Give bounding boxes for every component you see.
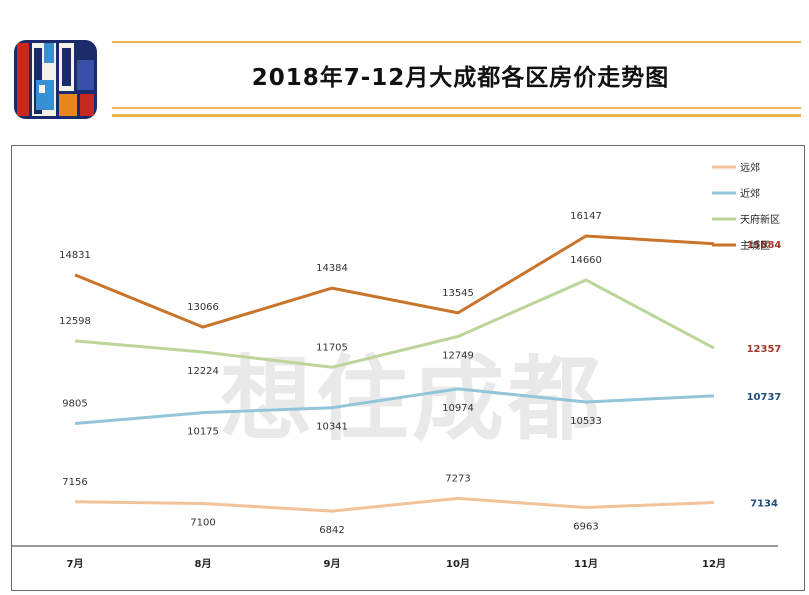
data-label: 10341 bbox=[316, 422, 348, 433]
data-label: 7100 bbox=[190, 517, 215, 528]
x-tick-label: 10月 bbox=[446, 558, 470, 570]
data-label: 12749 bbox=[442, 350, 474, 361]
header-rule-bottom bbox=[112, 114, 801, 117]
data-label: 14384 bbox=[316, 263, 348, 274]
legend-label: 主城区 bbox=[740, 240, 770, 252]
series-line bbox=[74, 496, 715, 513]
data-label: 10737 bbox=[747, 392, 782, 403]
data-label: 10974 bbox=[442, 403, 474, 414]
x-tick-label: 7月 bbox=[67, 558, 84, 570]
x-axis-ticks: 7月 8月 9月 10月 11月 12月 bbox=[67, 558, 726, 570]
series-line bbox=[74, 278, 715, 369]
data-label: 7134 bbox=[750, 498, 778, 509]
header: 2018年7-12月大成都各区房价走势图 bbox=[0, 0, 809, 130]
legend-label: 远郊 bbox=[740, 161, 760, 174]
data-label: 10175 bbox=[187, 427, 219, 438]
page-title: 2018年7-12月大成都各区房价走势图 bbox=[251, 65, 670, 91]
data-label: 12598 bbox=[59, 316, 91, 327]
x-tick-label: 9月 bbox=[324, 558, 341, 570]
data-label: 7273 bbox=[445, 473, 470, 484]
data-label: 12357 bbox=[747, 344, 782, 355]
series-1: 9805 10175 10341 10974 10533 10737 bbox=[62, 387, 782, 438]
header-rule-mid bbox=[112, 107, 801, 109]
series-2: 12598 12224 11705 12749 14660 12357 bbox=[59, 255, 781, 377]
legend-label: 天府新区 bbox=[740, 213, 780, 226]
series-0: 7156 7100 6842 7273 6963 7134 bbox=[62, 473, 778, 536]
data-label: 6963 bbox=[573, 522, 598, 533]
data-label: 10533 bbox=[570, 416, 602, 427]
series-3: 14831 13066 14384 13545 16147 15884 bbox=[59, 211, 782, 329]
data-label: 13545 bbox=[442, 288, 474, 299]
x-tick-label: 12月 bbox=[702, 558, 726, 570]
data-label: 11705 bbox=[316, 342, 348, 353]
watermark-text: 想住成都 bbox=[220, 346, 604, 453]
data-label: 6842 bbox=[319, 525, 344, 536]
data-label: 14831 bbox=[59, 250, 91, 261]
series-line bbox=[74, 387, 715, 425]
data-label: 7156 bbox=[62, 477, 87, 488]
series-layer: 7156 7100 6842 7273 6963 7134 9805 10175 10341 10… bbox=[59, 211, 781, 536]
header-rule-top bbox=[112, 41, 801, 43]
line-chart: 想住成都 7156 7100 6842 7273 6963 7134 9805 10175 10… bbox=[12, 161, 781, 570]
data-label: 16147 bbox=[570, 211, 602, 222]
legend-label: 近郊 bbox=[740, 187, 760, 200]
series-line bbox=[74, 234, 715, 329]
chart-frame: 想住成都 7156 7100 6842 7273 6963 7134 9805 10175 10… bbox=[11, 145, 805, 591]
data-label: 13066 bbox=[187, 302, 219, 313]
data-label: 9805 bbox=[62, 399, 87, 410]
data-label: 14660 bbox=[570, 255, 602, 266]
data-label: 15884 bbox=[747, 240, 782, 251]
x-tick-label: 8月 bbox=[195, 558, 212, 570]
logo bbox=[14, 40, 97, 119]
data-label: 12224 bbox=[187, 366, 219, 377]
x-tick-label: 11月 bbox=[574, 558, 598, 570]
